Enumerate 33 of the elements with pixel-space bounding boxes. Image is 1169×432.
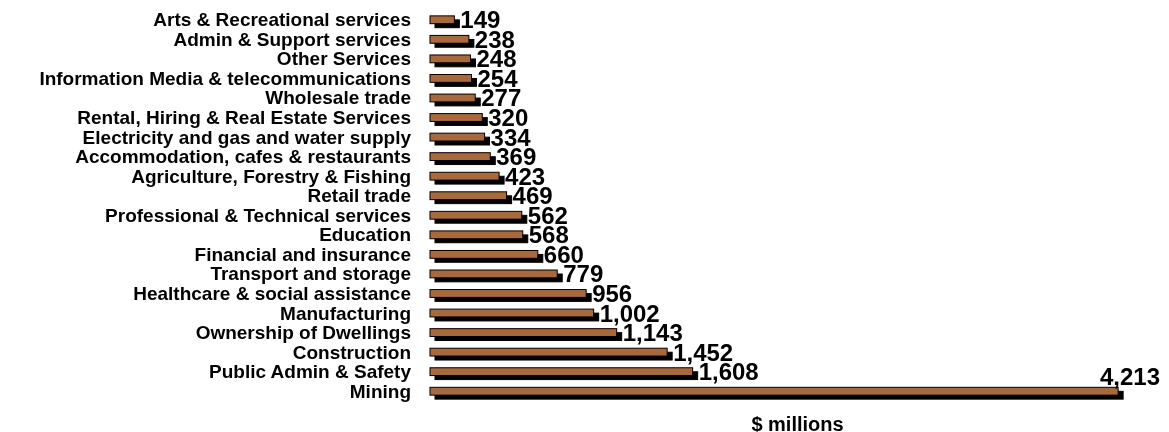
- y-tick-label: Admin & Support services: [173, 28, 411, 50]
- data-label: 4,213: [1099, 362, 1160, 390]
- bar: [429, 289, 587, 298]
- bar: [429, 34, 470, 44]
- y-tick-label: Manufacturing: [280, 302, 411, 324]
- bar: [429, 367, 694, 377]
- bar: [429, 230, 524, 240]
- bar: [429, 191, 508, 201]
- bar: [429, 54, 472, 64]
- bar: [429, 171, 500, 181]
- bar: [429, 328, 618, 337]
- bar: [429, 152, 491, 162]
- bar: [429, 269, 558, 279]
- y-tick-label: Transport and storage: [210, 263, 411, 285]
- y-tick-label: Rental, Hiring & Real Estate Services: [77, 107, 411, 129]
- y-tick-label: Information Media & telecommunications: [39, 67, 411, 89]
- bar: [429, 249, 539, 259]
- y-tick-label: Arts & Recreational services: [153, 9, 411, 31]
- bar: [429, 93, 476, 103]
- y-tick-label: Financial and insurance: [194, 243, 411, 265]
- bar: [429, 113, 483, 122]
- y-tick-label: Professional & Technical services: [105, 204, 411, 226]
- bar: [429, 74, 472, 83]
- x-axis-title: $ millions: [751, 413, 844, 432]
- bar: [429, 347, 668, 357]
- bar: [429, 132, 486, 142]
- bar: [429, 308, 595, 318]
- bar: [429, 15, 455, 25]
- y-tick-label: Wholesale trade: [265, 87, 411, 109]
- y-tick-label: Public Admin & Safety: [209, 361, 412, 383]
- bar: [429, 210, 523, 220]
- y-tick-label: Agriculture, Forestry & Fishing: [131, 165, 411, 187]
- y-tick-label: Education: [319, 224, 411, 246]
